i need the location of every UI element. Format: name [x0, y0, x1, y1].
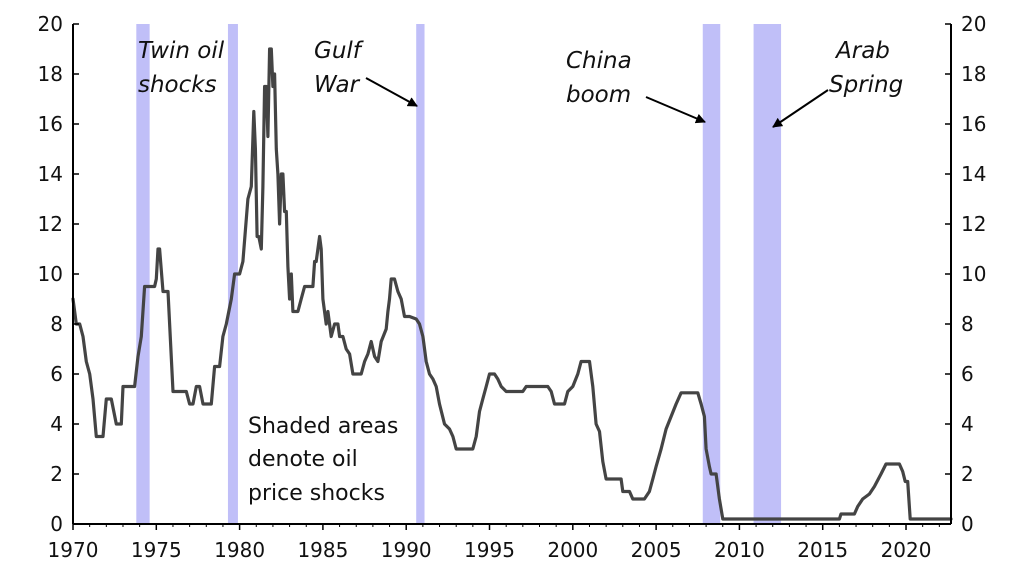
shade-period-5: [753, 24, 782, 524]
y-tick-label-right: 12: [961, 212, 986, 236]
x-tick-label: 1970: [48, 538, 99, 562]
shaded-periods: [136, 24, 782, 524]
y-tick-label-left: 14: [38, 162, 63, 186]
y-tick-label-left: 4: [50, 412, 63, 436]
y-tick-label-right: 14: [961, 162, 986, 186]
y-tick-label-right: 20: [961, 12, 986, 36]
y-tick-label-left: 16: [38, 112, 63, 136]
note-shaded-areas: Shaded areas denote oil price shocks: [248, 414, 405, 506]
y-tick-label-right: 8: [961, 312, 974, 336]
shade-period-3: [416, 24, 425, 524]
y-tick-label-right: 2: [961, 462, 974, 486]
annotation-twin-oil-shocks: Twin oil shocks: [138, 38, 231, 98]
x-tick-label: 1985: [297, 538, 348, 562]
annotation-gulf-war: Gulf War: [314, 38, 368, 98]
shade-period-2: [227, 24, 238, 524]
y-tick-label-left: 0: [50, 512, 63, 536]
y-tick-label-left: 10: [38, 262, 63, 286]
y-tick-label-right: 6: [961, 362, 974, 386]
axes: [72, 24, 952, 525]
x-tick-label: 1980: [214, 538, 265, 562]
x-tick-label: 2005: [631, 538, 682, 562]
arrow-china-boom: [645, 96, 706, 124]
x-tick-label: 2015: [797, 538, 848, 562]
series-layer: [71, 47, 953, 521]
arrow-arab-spring: [772, 89, 829, 128]
y-tick-label-left: 20: [38, 12, 63, 36]
x-tick-label: 2020: [881, 538, 932, 562]
y-tick-label-right: 10: [961, 262, 986, 286]
y-tick-label-right: 16: [961, 112, 986, 136]
x-tick-label: 1990: [381, 538, 432, 562]
x-tick-label: 1975: [131, 538, 182, 562]
shade-period-1: [136, 24, 150, 524]
y-tick-label-right: 0: [961, 512, 974, 536]
y-tick-label-left: 6: [50, 362, 63, 386]
y-tick-label-left: 18: [38, 62, 63, 86]
y-tick-label-left: 2: [50, 462, 63, 486]
y-tick-label-left: 12: [38, 212, 63, 236]
annotation-arab-spring: Arab Spring: [829, 38, 903, 98]
shade-period-4: [702, 24, 721, 524]
y-tick-label-left: 8: [50, 312, 63, 336]
y-tick-label-right: 4: [961, 412, 974, 436]
series-line-1: [71, 47, 953, 521]
x-tick-label: 1995: [464, 538, 515, 562]
x-tick-label: 2010: [714, 538, 765, 562]
annotation-china-boom: China boom: [566, 48, 639, 108]
x-tick-label: 2000: [547, 538, 598, 562]
annotations: Twin oil shocks Gulf War China boom Arab…: [138, 38, 903, 506]
arrow-gulf-war: [365, 77, 418, 107]
y-tick-label-right: 18: [961, 62, 986, 86]
